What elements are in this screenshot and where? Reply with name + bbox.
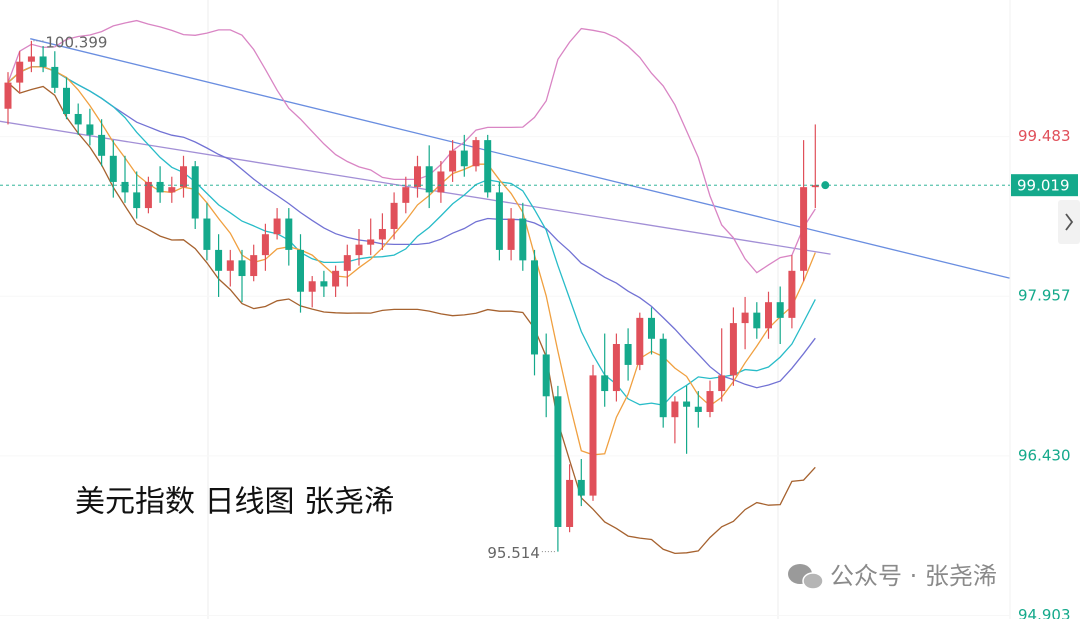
candle-body xyxy=(250,255,258,277)
candle-body xyxy=(449,150,457,172)
candle-body xyxy=(191,166,199,219)
candle-body xyxy=(378,228,386,240)
candle-body xyxy=(542,354,550,397)
candle-body xyxy=(390,202,398,229)
y-tick-label: 99.483 xyxy=(1018,127,1071,145)
indicator-ma5 xyxy=(7,66,816,456)
candle-body xyxy=(566,479,574,527)
last-price-dot xyxy=(821,181,830,190)
candle-body xyxy=(414,166,421,188)
candle-body xyxy=(437,171,445,193)
candle-body xyxy=(671,401,679,418)
wechat-icon xyxy=(802,572,824,590)
trend-line xyxy=(0,120,831,255)
candle-body xyxy=(51,66,59,88)
candle-body xyxy=(659,338,667,418)
candle-body xyxy=(601,375,609,392)
candle-body xyxy=(308,281,316,292)
candle-body xyxy=(741,312,749,324)
candle-body xyxy=(16,61,24,83)
candle-body xyxy=(109,155,117,182)
candle-body xyxy=(776,302,784,318)
candle-body xyxy=(460,150,468,167)
indicator-upper xyxy=(7,19,816,274)
candle-body xyxy=(74,113,82,125)
candle-body xyxy=(285,218,293,250)
candle-body xyxy=(507,218,515,250)
candle-body xyxy=(402,187,410,203)
candle-body xyxy=(636,317,644,365)
candle-body xyxy=(273,218,281,235)
candle-body xyxy=(144,181,152,209)
candle-body xyxy=(121,181,129,193)
candle-body xyxy=(706,391,714,412)
trend-line xyxy=(30,38,1010,279)
candle-body xyxy=(297,249,304,292)
expand-button[interactable] xyxy=(1058,200,1080,244)
y-tick-label: 96.430 xyxy=(1018,446,1071,464)
candle-body xyxy=(203,218,211,250)
indicator-lower xyxy=(7,82,816,555)
candle-body xyxy=(765,302,772,329)
candle-body xyxy=(519,218,527,261)
candle-body xyxy=(811,185,819,188)
candle-body xyxy=(554,396,562,527)
candle-body xyxy=(589,375,597,496)
candle-body xyxy=(156,181,164,193)
candle-body xyxy=(355,244,363,256)
candle-body xyxy=(133,192,141,209)
candle-body xyxy=(39,56,47,67)
y-tick-label: 94.903 xyxy=(1018,606,1071,619)
candle-body xyxy=(425,166,433,193)
candle-body xyxy=(332,270,340,287)
candle-body xyxy=(238,260,246,277)
candle-body xyxy=(4,82,12,109)
candle-body xyxy=(718,375,726,392)
candle-body xyxy=(215,249,223,271)
candle-body xyxy=(343,255,351,271)
candle-body xyxy=(729,323,737,376)
watermark-text: 公众号 · 张尧浠 xyxy=(830,562,997,590)
last-price-label: 99.019 xyxy=(1017,177,1070,195)
candle-body xyxy=(63,87,70,114)
candle-body xyxy=(800,187,808,271)
candle-body xyxy=(86,124,94,135)
candle-body xyxy=(753,312,761,329)
candle-body xyxy=(495,192,503,250)
candle-body xyxy=(472,140,480,167)
candle-body xyxy=(683,401,691,407)
candle-body xyxy=(531,260,538,355)
candle-body xyxy=(788,270,796,318)
y-tick-label: 97.957 xyxy=(1018,287,1071,305)
indicator-ma10 xyxy=(7,66,816,406)
candle-body xyxy=(27,56,35,62)
candle-body xyxy=(484,140,492,193)
high-annotation: 100.399 xyxy=(45,33,107,51)
expand-icon xyxy=(1065,213,1074,231)
candle-body xyxy=(624,344,632,365)
indicator-ma20 xyxy=(7,66,816,389)
candle-body xyxy=(226,260,234,271)
candle-body xyxy=(577,479,585,496)
candle-body xyxy=(168,187,176,193)
last-price-tag xyxy=(1011,174,1078,197)
candle-body xyxy=(261,234,269,256)
candle-body xyxy=(98,134,106,156)
candle-body xyxy=(648,317,655,339)
watermark: 公众号 · 张尧浠 xyxy=(788,562,997,590)
candle-body xyxy=(612,344,620,392)
candle-body xyxy=(694,406,702,412)
candle-body xyxy=(180,166,187,188)
low-annotation: 95.514 xyxy=(487,544,540,562)
candle-body xyxy=(320,281,328,287)
chart-title: 美元指数 日线图 张尧浠 xyxy=(75,485,394,520)
candle-body xyxy=(367,239,375,245)
